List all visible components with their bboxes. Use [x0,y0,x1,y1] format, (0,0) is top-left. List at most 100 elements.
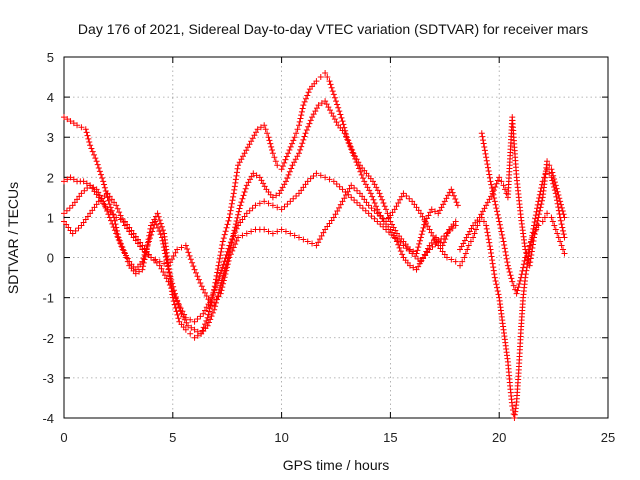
data-point [487,178,494,185]
data-point [304,178,311,185]
data-point-fill [216,259,223,266]
data-point [339,118,346,125]
data-point [313,170,320,177]
data-point-fill [419,228,426,235]
data-point-fill [555,191,562,198]
data-point [296,150,303,157]
data-point-fill [482,150,489,157]
data-point-fill [160,227,167,234]
data-point-fill [271,154,278,161]
data-point-fill [84,213,91,220]
data-point [235,162,242,169]
data-point-fill [64,176,71,183]
data-point-fill [265,200,272,207]
data-point [509,402,516,409]
data-point-fill [359,193,366,200]
data-point-fill [156,228,163,235]
data-point [393,238,400,245]
x-tick-label: 5 [169,430,176,445]
data-point-fill [465,231,472,238]
data-point-fill [74,196,81,203]
data-point [509,278,516,285]
data-point-fill [179,308,186,315]
data-point [158,234,165,241]
data-point-fill [170,252,177,259]
data-point-fill [91,204,98,211]
data-point [406,246,413,253]
data-point [322,70,329,77]
data-point-fill [521,257,528,264]
data-point [156,258,163,265]
data-point [217,290,224,297]
data-point [119,246,126,253]
data-point-fill [234,214,241,221]
data-point-fill [387,212,394,219]
data-point-fill [89,148,96,155]
data-point-fill [359,205,366,212]
data-point-fill [335,104,342,111]
data-point [356,190,363,197]
data-point-fill [411,201,418,208]
data-point-fill [63,221,70,228]
data-point-fill [66,205,73,212]
data-point-fill [237,219,244,226]
data-point-fill [307,117,314,124]
data-point [61,210,67,217]
data-point-fill [95,164,102,171]
data-point-fill [327,81,334,88]
data-point [104,206,111,213]
data-point-fill [194,273,201,280]
data-point-fill [288,165,295,172]
data-point [435,210,442,217]
data-point-fill [229,197,236,204]
data-point-fill [467,238,474,245]
data-point [531,230,538,237]
data-point-fill [333,119,340,126]
y-tick-label: 5 [47,50,54,65]
data-point [254,126,261,133]
data-point-fill [172,295,179,302]
data-point [443,254,450,261]
data-point-fill [242,185,249,192]
data-point-fill [424,249,431,256]
data-point-fill [528,248,535,255]
data-point [317,74,324,81]
data-point-fill [167,273,174,280]
data-point-fill [423,215,430,222]
data-point-fill [312,108,319,115]
data-point [487,246,494,253]
data-point [191,334,198,341]
data-point-fill [389,221,396,228]
data-point-fill [499,231,506,238]
data-point-fill [304,92,311,99]
data-point [383,226,390,233]
data-point-fill [224,248,231,255]
data-point-fill [373,203,380,210]
data-point [154,210,161,217]
data-point [348,194,355,201]
data-point [369,178,376,185]
data-point-fill [559,208,566,215]
data-point-fill [220,235,227,242]
data-point-fill [188,324,195,331]
data-point-fill [227,239,234,246]
data-point-fill [111,227,118,234]
data-point-fill [331,116,338,123]
data-point-fill [424,223,431,230]
data-point [354,162,361,169]
data-point-fill [508,275,515,282]
data-point-fill [445,192,452,199]
data-point-fill [156,217,163,224]
data-point [476,214,483,221]
data-point-fill [527,259,534,266]
data-point [100,178,107,185]
data-point-fill [231,186,238,193]
data-point-fill [64,116,71,123]
data-point-fill [331,94,338,101]
x-axis-label: GPS time / hours [283,457,390,473]
data-point [426,226,433,233]
data-point [278,226,285,233]
data-point [504,262,511,269]
data-point-fill [91,151,98,158]
data-point-fill [380,223,387,230]
